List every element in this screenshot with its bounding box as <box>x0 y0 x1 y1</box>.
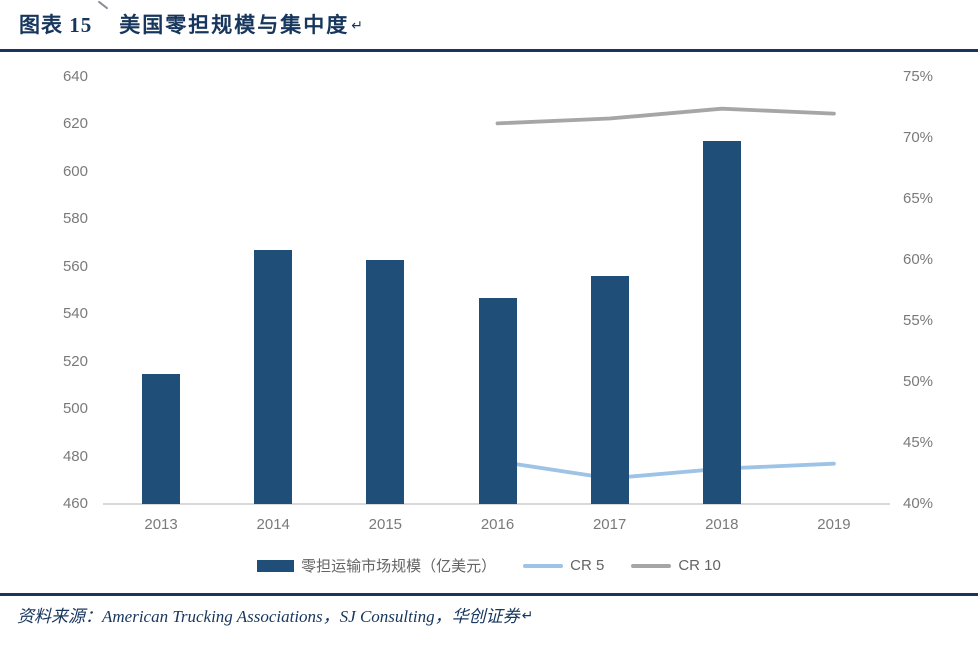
figure-title: 图表 15 美国零担规模与集中度 ↵ <box>19 9 363 39</box>
x-axis-category-label: 2015 <box>368 516 403 533</box>
left-axis-tick-label: 580 <box>62 210 88 228</box>
x-axis-category-label: 2019 <box>817 516 851 533</box>
left-axis-tick-label: 600 <box>62 162 88 180</box>
left-axis-tick-label: 500 <box>62 400 88 418</box>
legend-label: CR 5 <box>570 557 605 574</box>
x-axis-category-label: 2016 <box>480 516 515 533</box>
market-size-bar <box>590 276 629 504</box>
left-axis-tick-label: 520 <box>62 352 88 370</box>
market-size-bar <box>366 259 405 504</box>
paragraph-return-icon: ↵ <box>521 609 534 624</box>
market-size-bar <box>142 373 181 504</box>
right-axis-tick-label: 65% <box>903 190 934 207</box>
legend-bar-swatch <box>257 559 295 572</box>
x-axis-category-label: 2017 <box>592 516 627 533</box>
cr-10-line <box>495 106 836 126</box>
right-axis-tick-label: 70% <box>903 129 934 146</box>
market-size-bar <box>478 297 517 504</box>
right-axis-tick-label: 40% <box>903 495 934 512</box>
market-size-bar <box>702 141 741 504</box>
paragraph-return-icon: ↵ <box>351 19 363 34</box>
figure-title-text: 美国零担规模与集中度 <box>119 13 350 37</box>
legend-label: CR 10 <box>678 557 721 574</box>
legend-line-swatch <box>523 563 564 568</box>
x-axis-category-label: 2014 <box>256 516 290 533</box>
market-size-bar <box>254 250 293 504</box>
x-axis-category-label: 2013 <box>144 516 178 533</box>
chart-legend: 零担运输市场规模（亿美元） CR 5 CR 10 <box>0 555 978 576</box>
right-axis-tick-label: 60% <box>903 251 934 268</box>
title-underline <box>0 49 978 52</box>
left-axis-tick-label: 620 <box>62 115 88 133</box>
source-divider-line <box>0 593 978 596</box>
x-axis-category-label: 2018 <box>705 516 739 533</box>
left-axis-tick-label: 480 <box>62 447 88 465</box>
legend-item: CR 5 <box>523 557 604 574</box>
left-axis-tick-label: 560 <box>62 257 88 275</box>
figure-number-label: 图表 15 <box>19 13 93 37</box>
legend-line-swatch <box>631 563 672 568</box>
right-axis-tick-label: 75% <box>903 68 934 85</box>
right-axis-tick-label: 50% <box>903 373 934 390</box>
right-axis-tick-label: 55% <box>903 312 934 329</box>
cr-5-line <box>495 459 836 481</box>
left-axis-tick-label: 540 <box>62 305 88 323</box>
source-text: 资料来源：American Trucking Associations，SJ C… <box>17 607 520 626</box>
left-axis-tick-label: 640 <box>62 68 88 85</box>
left-axis-tick-label: 460 <box>62 495 88 512</box>
legend-item: 零担运输市场规模（亿美元） <box>257 555 496 576</box>
right-axis-tick-label: 45% <box>903 434 934 451</box>
source-line: 资料来源：American Trucking Associations，SJ C… <box>17 602 533 627</box>
x-axis-line <box>103 503 890 505</box>
legend-item: CR 10 <box>631 557 721 574</box>
legend-label: 零担运输市场规模（亿美元） <box>301 558 497 575</box>
